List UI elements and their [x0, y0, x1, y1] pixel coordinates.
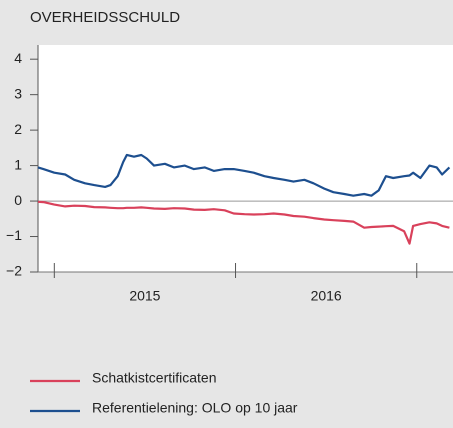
- y-tick-label: 4: [14, 50, 22, 66]
- y-tick-label: 3: [14, 85, 22, 101]
- y-tick-label: −1: [6, 227, 22, 243]
- plot-area: [38, 45, 453, 272]
- series-line: [37, 153, 451, 197]
- y-tick-label: 0: [14, 192, 22, 208]
- legend-label: Schatkistcertificaten: [92, 370, 217, 386]
- chart-title: OVERHEIDSSCHULD: [30, 9, 180, 26]
- y-tick-label: −2: [6, 263, 22, 279]
- x-tick-label: 2016: [311, 288, 342, 304]
- y-tick-label: 2: [14, 121, 22, 137]
- legend-label: Referentielening: OLO op 10 jaar: [92, 400, 298, 416]
- series-line: [37, 200, 450, 245]
- x-tick-label: 2015: [129, 288, 160, 304]
- y-tick-label: 1: [14, 156, 22, 172]
